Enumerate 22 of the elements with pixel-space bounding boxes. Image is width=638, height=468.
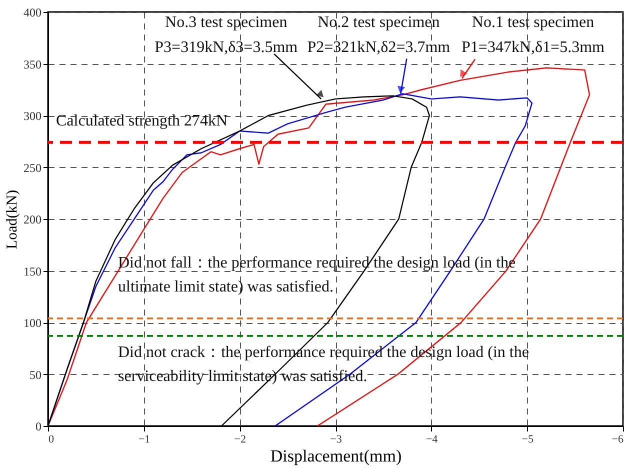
annotation: No.2 test specimen P2=321kN,δ2=3.7mm	[307, 14, 451, 56]
y-tick-label: 400	[24, 6, 42, 20]
annotation: No.3 test specimen P3=319kN,δ3=3.5mm	[154, 14, 298, 56]
y-tick-label: 150	[24, 264, 42, 278]
y-tick-label: 350	[24, 57, 42, 72]
x-tick-label: −2	[234, 434, 246, 446]
ref-line-label: Calculated strength 274kN	[56, 112, 228, 130]
y-tick-label: 250	[24, 160, 42, 175]
y-tick-label: 200	[24, 212, 42, 226]
annotation: No.1 test specimen P1=347kN,δ1=5.3mm	[462, 14, 606, 56]
y-tick-label: 100	[24, 316, 42, 330]
y-tick-label: 0	[36, 420, 42, 434]
x-tick-label: −4	[426, 434, 438, 446]
x-tick-label: 0	[48, 434, 54, 446]
x-tick-label: −1	[138, 434, 150, 446]
y-tick-label: 50	[30, 368, 42, 382]
y-tick-label: 300	[24, 109, 42, 123]
x-tick-label: −5	[522, 434, 534, 446]
x-tick-label: −3	[330, 434, 342, 446]
x-tick-label: −6	[612, 434, 624, 446]
x-axis-title: Displacement(mm)	[270, 446, 402, 466]
y-axis-title: Load(kN)	[4, 190, 20, 250]
